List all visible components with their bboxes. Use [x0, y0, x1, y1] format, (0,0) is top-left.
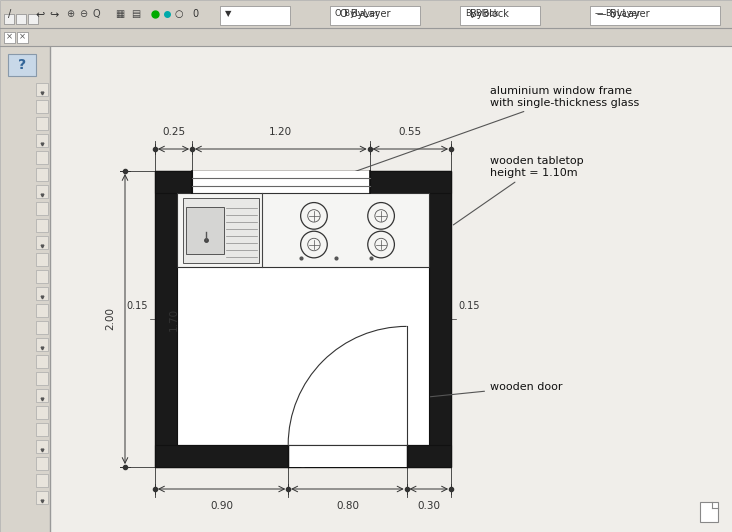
Bar [370, 171, 451, 193]
Bar [155, 445, 288, 467]
Text: wooden door: wooden door [368, 382, 562, 403]
Bar [186, 207, 224, 254]
Text: 1.20: 1.20 [269, 127, 292, 137]
Text: O ByLayer: O ByLayer [340, 9, 390, 19]
Bar [330, 6, 420, 25]
Bar [36, 321, 48, 334]
Bar [36, 117, 48, 130]
Bar [17, 32, 28, 43]
Text: 0.15: 0.15 [299, 445, 310, 467]
Bar [36, 236, 48, 249]
Bar [36, 406, 48, 419]
Bar [183, 198, 258, 263]
Bar [36, 423, 48, 436]
Text: ▼: ▼ [225, 10, 231, 19]
Bar [36, 253, 48, 266]
Text: 0.25: 0.25 [162, 127, 185, 137]
Bar [36, 100, 48, 113]
Text: ↩: ↩ [35, 9, 45, 19]
Bar [8, 54, 36, 76]
Text: ⊕: ⊕ [66, 9, 74, 19]
Bar [36, 287, 48, 300]
Text: 0.90: 0.90 [210, 501, 233, 511]
Text: ByBlock: ByBlock [465, 10, 498, 19]
Bar [220, 6, 290, 25]
Bar [36, 219, 48, 232]
Text: ▤: ▤ [131, 9, 141, 19]
Bar [4, 32, 15, 43]
Bar [36, 355, 48, 368]
Bar [700, 502, 718, 522]
Bar [36, 304, 48, 317]
Bar [36, 270, 48, 283]
Bar [36, 474, 48, 487]
Bar [16, 14, 26, 24]
Text: 0.80: 0.80 [336, 501, 359, 511]
Text: 1.70: 1.70 [169, 307, 179, 330]
Text: ×: × [6, 32, 12, 41]
Bar [36, 491, 48, 504]
Text: 0.15: 0.15 [458, 301, 479, 311]
Bar [36, 457, 48, 470]
Text: aluminium window frame
with single-thickness glass: aluminium window frame with single-thick… [328, 86, 639, 181]
Bar [36, 185, 48, 198]
Text: 0: 0 [192, 9, 198, 19]
Text: 0.15: 0.15 [126, 301, 148, 311]
Bar [177, 193, 429, 267]
Text: ○: ○ [175, 9, 183, 19]
Text: wooden tabletop
height = 1.10m: wooden tabletop height = 1.10m [453, 156, 583, 225]
Bar [36, 440, 48, 453]
Bar [590, 6, 720, 25]
Text: ByBlock: ByBlock [470, 9, 509, 19]
Bar [0, 46, 50, 532]
Bar [36, 389, 48, 402]
Text: ×: × [18, 32, 26, 41]
Text: /: / [8, 9, 12, 19]
Bar [192, 171, 370, 193]
Text: — ByLayer: — ByLayer [595, 10, 640, 19]
Bar [155, 171, 192, 193]
Text: ▦: ▦ [116, 9, 124, 19]
Text: O ByLayer: O ByLayer [335, 10, 378, 19]
Text: 0.55: 0.55 [399, 127, 422, 137]
Bar [36, 338, 48, 351]
Bar [288, 445, 406, 467]
Text: ↪: ↪ [49, 9, 59, 19]
Text: 2.00: 2.00 [105, 307, 115, 330]
Bar [36, 372, 48, 385]
Bar [460, 6, 540, 25]
Text: ?: ? [18, 58, 26, 72]
Text: ⊖: ⊖ [79, 9, 87, 19]
Bar [36, 202, 48, 215]
Text: Q: Q [92, 9, 100, 19]
Bar [4, 14, 14, 24]
Bar [28, 14, 38, 24]
Text: 0.30: 0.30 [417, 501, 441, 511]
Bar [406, 445, 451, 467]
Text: 1.70: 1.70 [290, 301, 316, 311]
Bar [155, 171, 451, 467]
Bar [0, 28, 732, 46]
Bar [36, 151, 48, 164]
Bar [36, 83, 48, 96]
Bar [36, 168, 48, 181]
Bar [36, 134, 48, 147]
Bar [0, 0, 732, 28]
Text: 0.15: 0.15 [203, 171, 214, 193]
Bar [177, 193, 429, 445]
Text: — ByLayer: — ByLayer [597, 9, 649, 19]
